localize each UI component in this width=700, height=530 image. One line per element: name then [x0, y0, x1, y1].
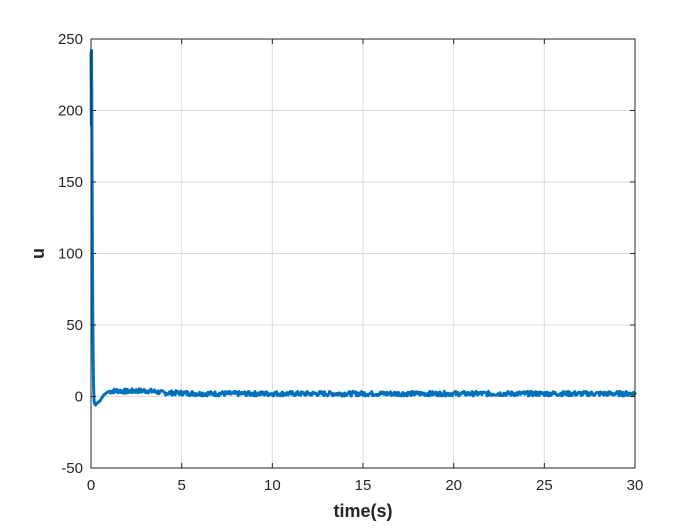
x-tick-label: 15	[355, 477, 372, 494]
data-series-group	[89, 48, 637, 407]
y-axis-label: u	[28, 248, 48, 259]
x-tick-label: 30	[627, 477, 644, 494]
y-tick-label: 100	[58, 246, 83, 263]
y-tick-label: 50	[66, 317, 83, 334]
y-tick-label: 200	[58, 103, 83, 120]
axis-ticks	[90, 38, 636, 469]
y-tick-label: 0	[75, 389, 83, 406]
y-tick-label: 150	[58, 174, 83, 191]
x-tick-label: 20	[445, 477, 462, 494]
y-tick-label: 250	[58, 31, 83, 48]
x-tick-label: 0	[87, 477, 95, 494]
y-tick-label: -50	[61, 460, 83, 477]
data-series-line	[89, 48, 637, 407]
x-axis-label: time(s)	[333, 501, 392, 521]
x-tick-label: 5	[177, 477, 185, 494]
x-tick-label: 10	[264, 477, 281, 494]
x-tick-label: 25	[536, 477, 553, 494]
